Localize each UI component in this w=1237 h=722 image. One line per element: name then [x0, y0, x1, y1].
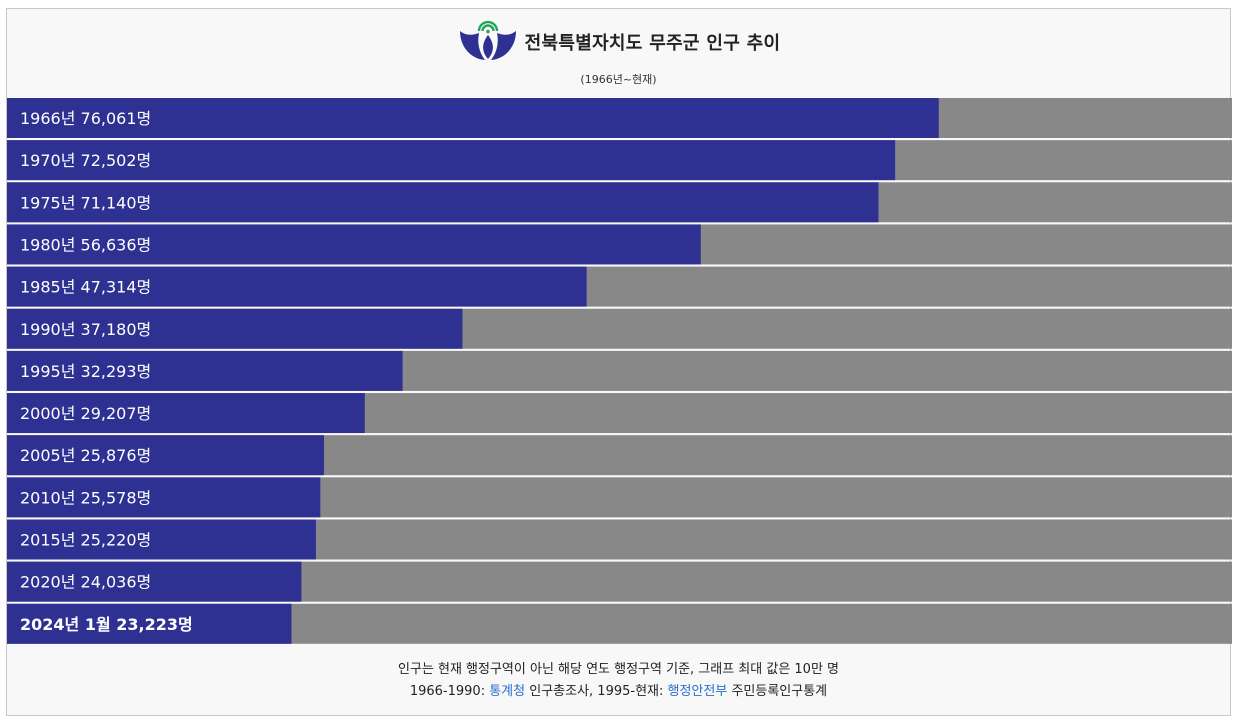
bar-label: 1990년 37,180명 — [20, 320, 151, 339]
source-prefix: 1966-1990: — [409, 684, 490, 699]
chart-title: 전북특별자치도 무주군 인구 추이 — [524, 33, 781, 54]
population-bar — [7, 140, 896, 181]
title-row: 전북특별자치도 무주군 인구 추이 — [7, 21, 1230, 63]
population-bar — [7, 224, 701, 265]
source-middle: 인구총조사, 1995-현재: — [525, 684, 668, 699]
bar-label: 1985년 47,314명 — [20, 278, 151, 297]
chart-subtitle: (1966년~현재) — [580, 73, 657, 86]
chart-frame: 전북특별자치도 무주군 인구 추이 (1966년~현재) 1966년 76,06… — [6, 8, 1232, 716]
bar-label: 1966년 76,061명 — [20, 109, 151, 128]
population-bar — [7, 435, 324, 476]
bar-label: 1995년 32,293명 — [20, 362, 151, 381]
population-bar — [7, 182, 879, 223]
bar-label: 2000년 29,207명 — [20, 404, 151, 423]
population-bar — [7, 477, 321, 518]
population-bar — [7, 98, 939, 138]
population-bar — [7, 266, 587, 307]
source-suffix: 주민등록인구통계 — [727, 684, 828, 699]
bar-label: 2024년 1월 23,223명 — [20, 615, 193, 634]
bar-label: 2015년 25,220명 — [20, 531, 151, 550]
population-bar-chart: 1966년 76,061명 1970년 72,502명 1975년 71,140명 1… — [7, 98, 1232, 644]
footer-source: 1966-1990: 통계청 인구총조사, 1995-현재: 행정안전부 주민등… — [7, 681, 1230, 703]
population-bar — [7, 393, 365, 434]
population-bar — [7, 308, 463, 349]
bar-label: 1980년 56,636명 — [20, 235, 151, 254]
bar-label: 2020년 24,036명 — [20, 573, 151, 592]
bar-label: 2005년 25,876명 — [20, 446, 151, 465]
footer-note: 인구는 현재 행정구역이 아닌 해당 연도 행정구역 기준, 그래프 최대 값은… — [397, 662, 840, 677]
population-bar — [7, 561, 302, 602]
population-bar — [7, 350, 403, 391]
bar-label: 1975년 71,140명 — [20, 193, 151, 212]
bar-label: 2010년 25,578명 — [20, 488, 151, 507]
chart-header: 전북특별자치도 무주군 인구 추이 (1966년~현재) — [7, 9, 1230, 98]
bar-label: 1970년 72,502명 — [20, 151, 151, 170]
population-bar — [7, 519, 316, 560]
ministry-interior-link[interactable]: 행정안전부 — [667, 684, 728, 699]
muju-county-logo-icon — [459, 21, 516, 60]
statistics-korea-link[interactable]: 통계청 — [489, 684, 526, 699]
chart-footer: 인구는 현재 행정구역이 아닌 해당 연도 행정구역 기준, 그래프 최대 값은… — [7, 659, 1230, 703]
population-bar — [7, 603, 292, 644]
